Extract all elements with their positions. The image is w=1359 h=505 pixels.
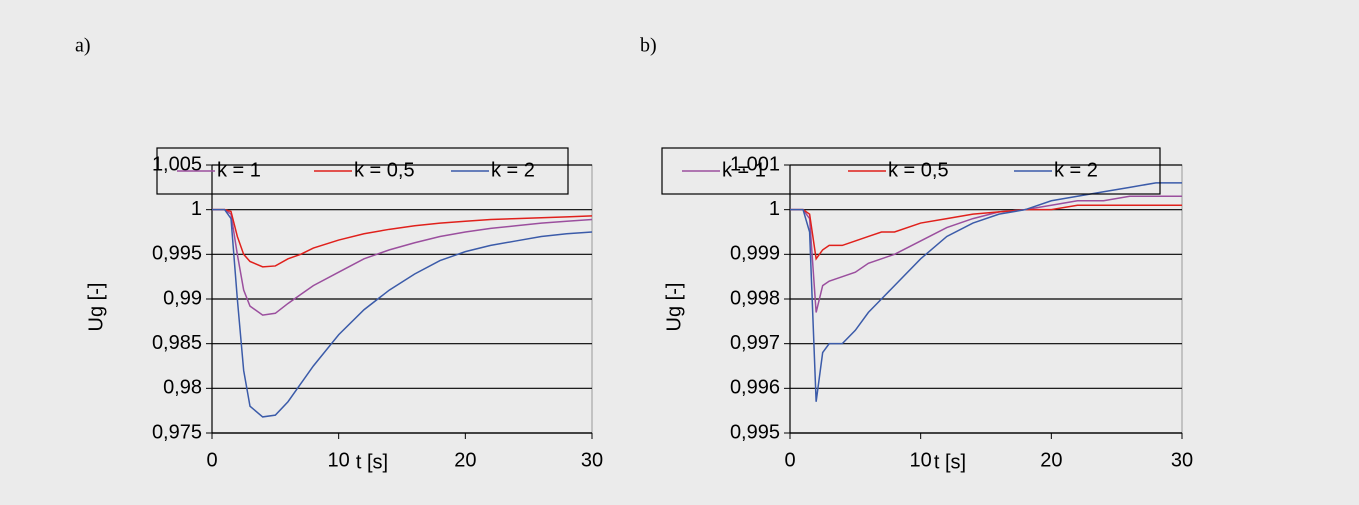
x-axis-label: t [s] bbox=[356, 451, 388, 473]
y-tick-label: 0,99 bbox=[163, 287, 202, 309]
x-tick-label: 30 bbox=[1171, 449, 1193, 471]
y-tick-label: 0,98 bbox=[163, 377, 202, 399]
y-axis-label: Ug [-] bbox=[85, 283, 107, 332]
legend-box bbox=[661, 147, 1161, 195]
y-tick-label: 0,997 bbox=[730, 332, 780, 354]
y-tick-label: 1 bbox=[191, 198, 202, 220]
series-line bbox=[212, 208, 593, 316]
y-tick-label: 0,998 bbox=[730, 287, 780, 309]
legend-label: k = 0,5 bbox=[354, 159, 415, 181]
x-tick-label: 30 bbox=[581, 449, 603, 471]
legend-label: k = 2 bbox=[1054, 159, 1098, 181]
y-tick-label: 0,999 bbox=[730, 243, 780, 265]
series-line bbox=[790, 204, 1182, 261]
legend-label: k = 1 bbox=[722, 159, 766, 181]
x-tick-label: 10 bbox=[328, 449, 350, 471]
series-line bbox=[212, 208, 593, 268]
panel-label: a) bbox=[75, 35, 91, 57]
y-tick-label: 0,975 bbox=[152, 421, 202, 443]
x-tick-label: 20 bbox=[454, 449, 476, 471]
legend-label: k = 1 bbox=[217, 159, 261, 181]
x-tick-label: 0 bbox=[784, 449, 795, 471]
y-tick-label: 0,995 bbox=[730, 421, 780, 443]
legend-label: k = 0,5 bbox=[888, 159, 949, 181]
x-axis-label: t [s] bbox=[934, 451, 966, 473]
x-tick-label: 0 bbox=[206, 449, 217, 471]
y-axis-label: Ug [-] bbox=[663, 283, 685, 332]
series-line bbox=[790, 195, 1182, 313]
y-tick-label: 1,001 bbox=[730, 153, 780, 175]
legend-box bbox=[156, 147, 569, 195]
y-tick-label: 1 bbox=[769, 198, 780, 220]
y-tick-label: 0,985 bbox=[152, 332, 202, 354]
y-tick-label: 1,005 bbox=[152, 153, 202, 175]
y-tick-label: 0,995 bbox=[152, 243, 202, 265]
y-tick-label: 0,996 bbox=[730, 377, 780, 399]
x-tick-label: 10 bbox=[910, 449, 932, 471]
x-tick-label: 20 bbox=[1040, 449, 1062, 471]
panel-label: b) bbox=[640, 35, 657, 57]
legend-label: k = 2 bbox=[491, 159, 535, 181]
series-line bbox=[212, 208, 593, 418]
